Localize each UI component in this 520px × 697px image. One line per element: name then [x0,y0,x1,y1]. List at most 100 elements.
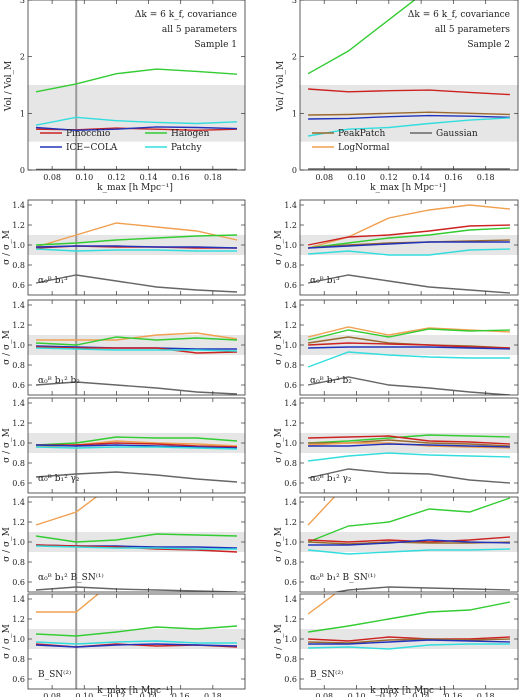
panel-r4-s1: 0.6 0.8 1.0 1.2 1.4 α₀ᴮ b₁² B_SN⁽¹⁾ σ / σ_M [2,496,246,593]
reference-band [28,235,245,255]
y-tick-label: 0.8 [12,558,25,567]
series-line-patchy [308,548,510,555]
panel-vol-s1: 0 1 2 3 0.08 0.10 0.12 0.14 0.16 0.18 [20,0,246,182]
y-tick-label: 2 [20,53,25,62]
y-tick-label: 1.0 [12,439,25,448]
series-line-patchy [308,248,510,256]
parameter-label: α₀ᴮ b₁² B_SN⁽¹⁾ [38,572,104,583]
y-tick-label: 0.6 [12,381,25,390]
panel-vol-s2: 0 1 2 3 0.08 0.10 0.12 0.14 0.16 0.18 [292,0,519,182]
y-tick-label: 0.6 [12,281,25,290]
y-tick-label: 3 [20,0,25,5]
series-line-gaussian [35,471,238,483]
y-tick-label: 1.0 [12,341,25,350]
y-tick-label: 0.8 [12,459,25,468]
x-tick-label: 0.16 [172,173,190,182]
panel-plot-area [28,497,245,592]
parameter-label: α₀ᴮ b₁³ [310,276,340,286]
y-tick-label: 1.0 [12,635,25,644]
legend-label-gaussian: Gaussian [436,129,478,139]
series-line-peakpatch [308,638,510,644]
series-line-icecola [308,114,510,120]
series-line-halogen [35,625,238,637]
series-line-gaussian [35,381,238,395]
y-tick-label: 0.6 [284,381,297,390]
ylabel-top-left: Vol / Vol_M [4,61,14,112]
parameter-label: α₀ᴮ b₁² B_SN⁽¹⁾ [310,572,376,583]
y-tick-label: 1.2 [12,615,25,624]
series-line-pinocchio [36,442,238,448]
x-tick-label: 0.18 [477,692,495,697]
ylabel-top-right: Vol / Vol_M [276,61,286,112]
series-line-gaussian [332,586,510,592]
y-axis-label: σ / σ_M [2,330,12,365]
y-tick-label: 1.0 [284,439,297,448]
parameter-label: α₀ᴮ b₁² b₂ [38,376,80,386]
y-tick-label: 1.0 [12,538,25,547]
series-line-pinocchio [307,224,510,246]
x-tick-label: 0.16 [445,692,463,697]
legend-right: PeakPatch Gaussian LogNormal [312,129,478,153]
x-tick-label: 0.14 [412,173,430,182]
x-tick-label: 0.08 [43,173,61,182]
x-tick-label: 0.12 [108,173,126,182]
panel-frame [299,299,519,396]
parameter-label: α₀ᴮ b₁² b₂ [310,376,352,386]
panel-r4-s2: 0.6 0.8 1.0 1.2 1.4 α₀ᴮ b₁² B_SN⁽¹⁾ σ / σ_M [274,496,519,593]
xlabel-bottom-left: k_max [h Mpc⁻¹] [97,686,173,696]
series-line-halogen [35,336,238,346]
y-tick-label: 0 [292,166,297,175]
x-tick-label: 0.12 [380,173,398,182]
series-line-halogen [308,434,510,444]
y-tick-label: 0.6 [284,578,297,587]
series-line-gaussian [307,274,510,294]
y-tick-label: 0.6 [12,578,25,587]
series-line-gaussian [35,586,238,592]
series-line-pinocchio [35,346,238,354]
y-axis-label: σ / σ_M [274,230,284,265]
series-line-halogen [307,497,511,543]
x-tick-label: 0.12 [380,692,398,697]
series-line-lognormal [35,497,98,526]
panel-plot-area [300,0,518,170]
series-line-pinocchio [308,435,510,445]
panel-plot-area [300,594,518,650]
series-line-halogen [308,227,510,249]
panel-r1-s1: 0.6 0.8 1.0 1.2 1.4 α₀ᴮ b₁³ σ / σ_M [2,199,246,296]
series-line-patchy [308,452,510,462]
y-axis-label: σ / σ_M [2,624,12,659]
annotation-right-line1: Δk = 6 k_f, covariance [408,10,510,20]
y-tick-label: 1.4 [284,595,297,604]
y-tick-label: 0 [20,166,25,175]
series-line-patchy [307,351,510,368]
y-axis-label: σ / σ_M [274,527,284,562]
series-line-gaussian [307,376,510,395]
series-line-peakpatch [308,111,510,116]
series-line-icecola [308,539,510,546]
panel-plot-area [28,398,245,493]
y-tick-label: 0.8 [284,655,297,664]
series-line-gaussian [307,468,510,484]
y-axis-label: σ / σ_M [2,527,12,562]
y-tick-label: 1 [292,109,297,118]
y-tick-label: 1.4 [284,498,297,507]
y-tick-label: 1.0 [284,635,297,644]
series-line-pinocchio [308,342,510,349]
series-line-icecola [35,126,238,132]
y-tick-label: 0.6 [284,479,297,488]
parameter-label: α₀ᴮ b₁² γ₂ [310,474,352,484]
series-line-icecola [308,241,510,249]
x-tick-label: 0.16 [445,173,463,182]
series-line-patchy [35,347,238,352]
y-tick-label: 1.0 [12,241,25,250]
y-tick-label: 1.4 [12,595,25,604]
panel-r3-s2: 0.6 0.8 1.0 1.2 1.4 α₀ᴮ b₁² γ₂ σ / σ_M [274,397,519,494]
panel-plot-area [28,594,245,689]
panel-frame [299,593,519,690]
y-tick-label: 0.6 [284,281,297,290]
y-tick-label: 1.0 [284,341,297,350]
legend-label-halogen: Halogen [171,129,210,139]
y-axis-label: σ / σ_M [274,428,284,463]
reference-band [300,433,518,453]
panel-plot-area [300,433,518,484]
